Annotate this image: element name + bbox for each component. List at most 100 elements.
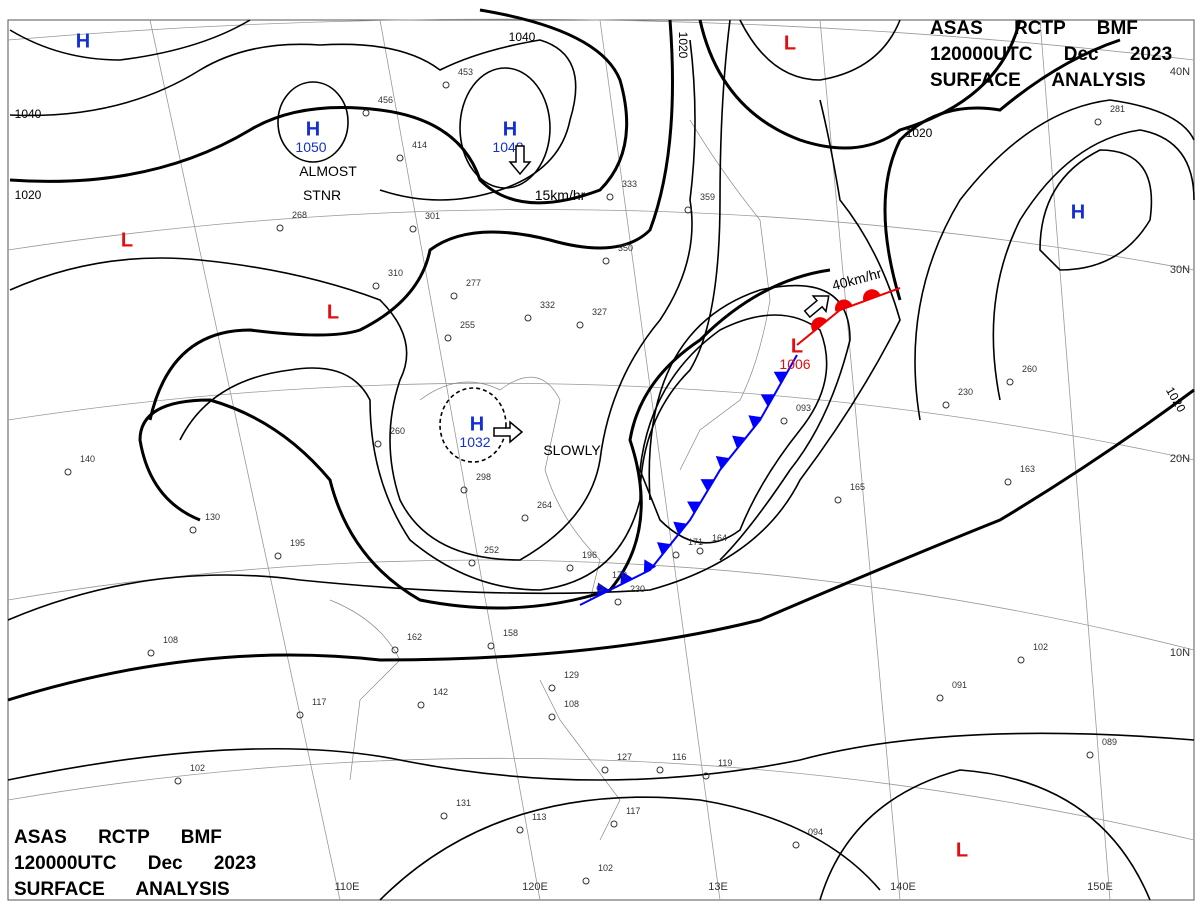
- center-letter: L: [784, 32, 796, 54]
- center-letter: H: [1071, 201, 1085, 223]
- station-pressure: 131: [456, 798, 471, 808]
- station-marker: [460, 486, 468, 494]
- station-marker: [696, 547, 704, 555]
- lon-label: 150E: [1087, 881, 1113, 893]
- isobar-label: 1020: [15, 188, 42, 202]
- station-pressure: 456: [378, 95, 393, 105]
- station-pressure: 102: [1033, 642, 1048, 652]
- center-letter: H: [503, 118, 517, 140]
- station-pressure: 170: [612, 570, 627, 580]
- annotation: 15km/hr: [535, 187, 586, 203]
- station-marker: [1094, 118, 1102, 126]
- lat-label: 10N: [1170, 647, 1190, 659]
- cold-front-symbol: [687, 501, 701, 514]
- station-marker: [582, 877, 590, 885]
- station-pressure: 359: [700, 192, 715, 202]
- station-marker: [656, 766, 664, 774]
- station-marker: [374, 440, 382, 448]
- footer-line: ASAS RCTP BMF: [14, 827, 222, 848]
- cold-front-symbol: [597, 582, 610, 597]
- station-marker: [602, 257, 610, 265]
- station-pressure: 310: [388, 268, 403, 278]
- station-pressure: 327: [592, 307, 607, 317]
- station-marker: [548, 684, 556, 692]
- station-pressure: 165: [850, 482, 865, 492]
- map-frame: [7, 19, 1195, 901]
- lat-label: 30N: [1170, 264, 1190, 276]
- station-pressure: 089: [1102, 737, 1117, 747]
- lon-label: 110E: [335, 881, 360, 893]
- station-marker: [606, 193, 614, 201]
- station-marker: [936, 694, 944, 702]
- station-pressure: 298: [476, 472, 491, 482]
- station-pressure: 162: [407, 632, 422, 642]
- station-pressure: 414: [412, 140, 427, 150]
- cold-front-symbol: [773, 371, 788, 384]
- footer-line: 120000UTC Dec 2023: [14, 853, 256, 874]
- station-pressure: 142: [433, 687, 448, 697]
- station-marker: [834, 496, 842, 504]
- station-pressure: 171: [688, 537, 703, 547]
- cold-front-symbol: [748, 415, 763, 429]
- header-line: SURFACE ANALYSIS: [930, 70, 1146, 91]
- station-pressure: 158: [503, 628, 518, 638]
- center-letter: L: [121, 229, 133, 251]
- station-pressure: 195: [290, 538, 305, 548]
- center-letter: H: [76, 30, 90, 52]
- isobar-label: 1040: [509, 30, 536, 44]
- station-pressure: 130: [205, 512, 220, 522]
- station-marker: [1006, 378, 1014, 386]
- isobar-label: 1040: [15, 107, 42, 121]
- center-letter: L: [327, 301, 339, 323]
- station-pressure: 117: [312, 697, 326, 707]
- center-letter: H: [470, 413, 484, 435]
- station-marker: [409, 225, 417, 233]
- station-pressure: 093: [796, 403, 811, 413]
- station-marker: [442, 81, 450, 89]
- station-pressure: 260: [1022, 364, 1037, 374]
- station-marker: [64, 468, 72, 476]
- station-pressure: 350: [618, 243, 633, 253]
- center-pressure: 1032: [459, 434, 490, 450]
- station-marker: [566, 564, 574, 572]
- station-marker: [147, 649, 155, 657]
- lat-label: 40N: [1170, 66, 1190, 78]
- center-letter: L: [956, 839, 968, 861]
- station-marker: [276, 224, 284, 232]
- station-marker: [524, 314, 532, 322]
- warm-front-symbol: [811, 317, 828, 332]
- station-pressure: 164: [712, 533, 727, 543]
- cold-front-symbol: [732, 435, 746, 449]
- lat-label: 20N: [1170, 453, 1190, 465]
- station-marker: [601, 766, 609, 774]
- station-pressure: 268: [292, 210, 307, 220]
- cold-front-symbol: [643, 559, 657, 574]
- station-marker: [444, 334, 452, 342]
- station-marker: [596, 584, 604, 592]
- station-marker: [1004, 478, 1012, 486]
- station-pressure: 102: [190, 763, 205, 773]
- station-marker: [174, 777, 182, 785]
- station-marker: [516, 826, 524, 834]
- isobar-label: 1020: [906, 126, 933, 140]
- station-pressure: 333: [622, 179, 637, 189]
- station-pressure: 119: [718, 758, 732, 768]
- center-letter: H: [306, 118, 320, 140]
- station-marker: [296, 711, 304, 719]
- station-pressure: 260: [390, 426, 405, 436]
- station-pressure: 140: [80, 454, 95, 464]
- lon-label: 120E: [522, 881, 548, 893]
- station-marker: [1086, 751, 1094, 759]
- station-marker: [684, 206, 692, 214]
- station-marker: [702, 772, 710, 780]
- station-marker: [942, 401, 950, 409]
- station-marker: [391, 646, 399, 654]
- station-marker: [792, 841, 800, 849]
- station-marker: [672, 551, 680, 559]
- cold-front-symbol: [656, 542, 671, 556]
- station-marker: [372, 282, 380, 290]
- station-pressure: 117: [626, 806, 640, 816]
- station-pressure: 163: [1020, 464, 1035, 474]
- lon-label: 13E: [708, 881, 728, 893]
- station-marker: [548, 713, 556, 721]
